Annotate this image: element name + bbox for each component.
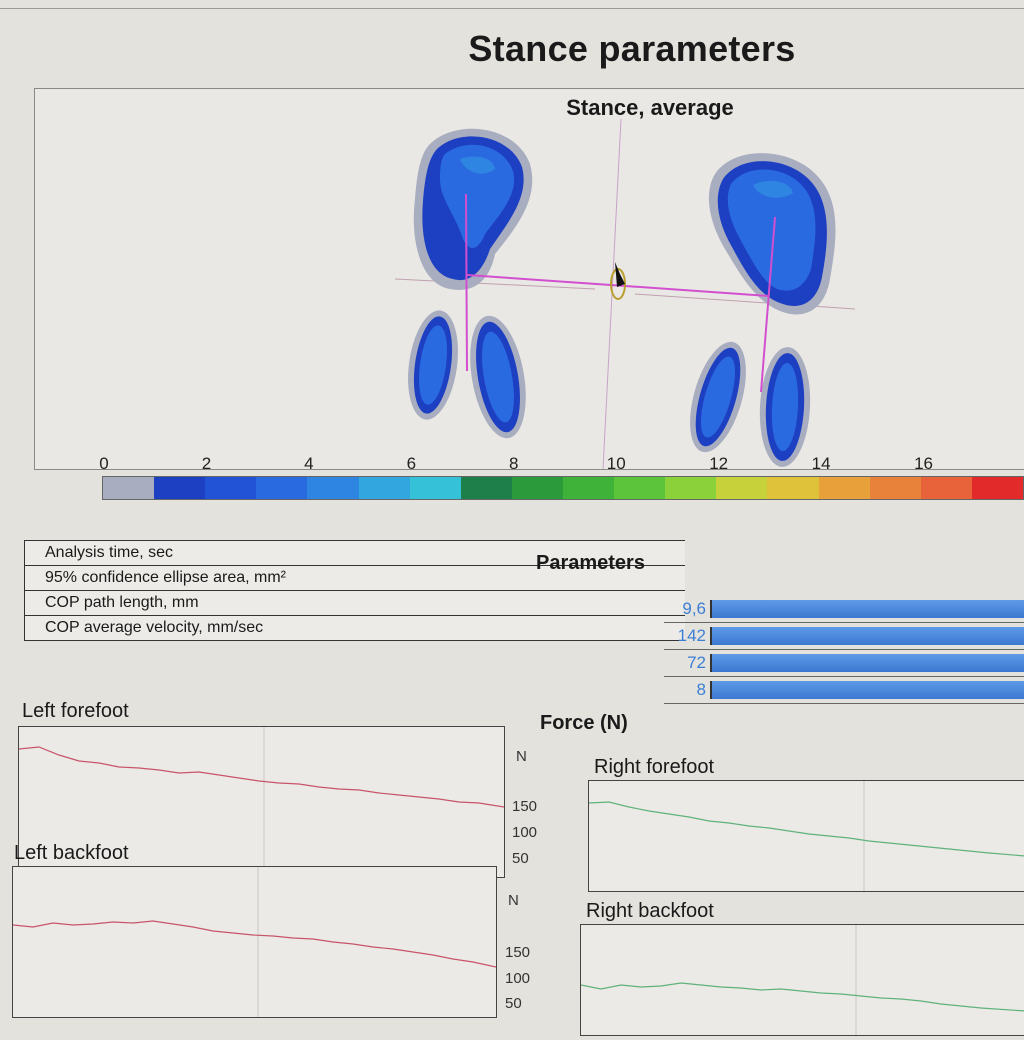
right-backfoot-chart bbox=[580, 924, 1024, 1036]
right-forefoot-footprint bbox=[708, 153, 836, 315]
parameters-title: Parameters bbox=[536, 552, 645, 574]
scale-color-step bbox=[716, 477, 768, 499]
scale-color-step bbox=[562, 477, 615, 499]
param-value-bar bbox=[710, 627, 1024, 645]
scale-tick-label: 14 bbox=[811, 454, 831, 473]
left-forefoot-footprint bbox=[413, 128, 533, 290]
param-value: 8 bbox=[696, 680, 706, 699]
scale-color-step bbox=[103, 477, 155, 499]
force-title: Force (N) bbox=[540, 712, 628, 734]
scale-color-step bbox=[665, 477, 717, 499]
right-forefoot-label: Right forefoot bbox=[594, 756, 715, 778]
left-backfoot-plot bbox=[12, 867, 497, 1017]
left-top-unit-label: N bbox=[516, 748, 527, 765]
scale-tick-label: 12 bbox=[709, 454, 729, 473]
scale-color-step bbox=[409, 477, 461, 499]
scale-color-step bbox=[205, 477, 257, 499]
scale-tick-label: 6 bbox=[406, 454, 417, 473]
left-top-tick-50: 50 bbox=[512, 850, 529, 867]
left-bottom-unit-label: N bbox=[508, 892, 519, 909]
left-backfoot-footprint bbox=[408, 310, 526, 439]
scale-color-step bbox=[358, 477, 410, 499]
pressure-footprint-plot bbox=[394, 118, 856, 469]
right-forefoot-line bbox=[588, 801, 1024, 857]
param-row: Analysis time, sec bbox=[25, 541, 685, 566]
param-value: 72 bbox=[687, 653, 706, 672]
left-top-tick-150: 150 bbox=[512, 798, 538, 815]
scale-tick-label: 0 bbox=[99, 454, 109, 473]
left-backfoot-line bbox=[12, 920, 497, 968]
param-label: COP path length, mm bbox=[45, 594, 199, 611]
right-forefoot-plot bbox=[588, 781, 1024, 891]
top-divider bbox=[0, 8, 1024, 9]
right-backfoot-plot bbox=[580, 925, 1024, 1035]
param-label: COP average velocity, mm/sec bbox=[45, 619, 264, 636]
param-value-row: 142 bbox=[664, 623, 1024, 650]
scale-color-step bbox=[869, 477, 921, 499]
param-value: 9,6 bbox=[682, 599, 706, 618]
scale-tick-label: 16 bbox=[914, 454, 934, 473]
scale-tick-label: 2 bbox=[201, 454, 212, 473]
scale-color-step bbox=[511, 477, 563, 499]
param-value: 142 bbox=[677, 626, 706, 645]
left-forefoot-plot bbox=[18, 727, 505, 877]
param-value-bar bbox=[710, 681, 1024, 699]
scale-tick-label: 4 bbox=[304, 454, 314, 473]
param-value-row: 72 bbox=[664, 650, 1024, 677]
scale-tick-labels: 0 2 4 6 8 10 12 14 16 bbox=[99, 450, 1024, 476]
right-backfoot-line bbox=[580, 982, 1024, 1012]
param-row: COP path length, mm bbox=[25, 591, 685, 616]
right-backfoot-label: Right backfoot bbox=[586, 900, 714, 922]
pressure-color-scale: 0 2 4 6 8 10 12 14 16 bbox=[99, 450, 1024, 540]
cop-center-icon bbox=[610, 262, 626, 300]
parameters-panel: Analysis time, sec 95% confidence ellips… bbox=[24, 540, 1024, 704]
left-top-tick-100: 100 bbox=[512, 824, 538, 841]
scale-color-bar bbox=[102, 476, 1024, 500]
scale-color-step bbox=[154, 477, 206, 499]
left-backfoot-label: Left backfoot bbox=[14, 842, 129, 864]
stance-average-panel: Stance, average bbox=[34, 88, 1024, 470]
scale-color-step bbox=[920, 477, 972, 499]
param-value-row: 9,6 bbox=[664, 596, 1024, 623]
center-horizontal-line-right bbox=[634, 293, 856, 310]
parameters-table: Analysis time, sec 95% confidence ellips… bbox=[24, 540, 685, 641]
parameter-values: 9,6 142 72 8 bbox=[664, 596, 1024, 704]
scale-tick-label: 10 bbox=[606, 454, 626, 473]
scale-tick-label: 8 bbox=[509, 454, 519, 473]
param-value-bar bbox=[710, 600, 1024, 618]
param-label: 95% confidence ellipse area, mm² bbox=[45, 569, 287, 586]
scale-color-step bbox=[767, 477, 819, 499]
left-bottom-tick-50: 50 bbox=[505, 995, 522, 1012]
scale-color-step bbox=[818, 477, 870, 499]
right-backfoot-footprint bbox=[690, 341, 811, 467]
param-value-bar bbox=[710, 654, 1024, 672]
scale-color-step bbox=[614, 477, 666, 499]
scale-color-step bbox=[256, 477, 308, 499]
stance-title: Stance, average bbox=[566, 95, 734, 120]
param-row: COP average velocity, mm/sec bbox=[25, 616, 685, 640]
param-label: Analysis time, sec bbox=[45, 544, 174, 561]
left-forefoot-line bbox=[18, 746, 505, 808]
scale-color-step bbox=[460, 477, 512, 499]
left-bottom-tick-100: 100 bbox=[505, 970, 531, 987]
param-value-row: 8 bbox=[664, 677, 1024, 704]
left-bottom-tick-150: 150 bbox=[505, 944, 531, 961]
param-row: 95% confidence ellipse area, mm² bbox=[25, 566, 685, 591]
scale-color-step bbox=[307, 477, 359, 499]
left-forefoot-label: Left forefoot bbox=[22, 700, 129, 722]
page-title: Stance parameters bbox=[468, 28, 796, 69]
left-backfoot-chart bbox=[12, 866, 497, 1018]
scale-color-step bbox=[971, 477, 1023, 499]
right-forefoot-chart bbox=[588, 780, 1024, 892]
center-horizontal-line-left bbox=[394, 278, 596, 290]
